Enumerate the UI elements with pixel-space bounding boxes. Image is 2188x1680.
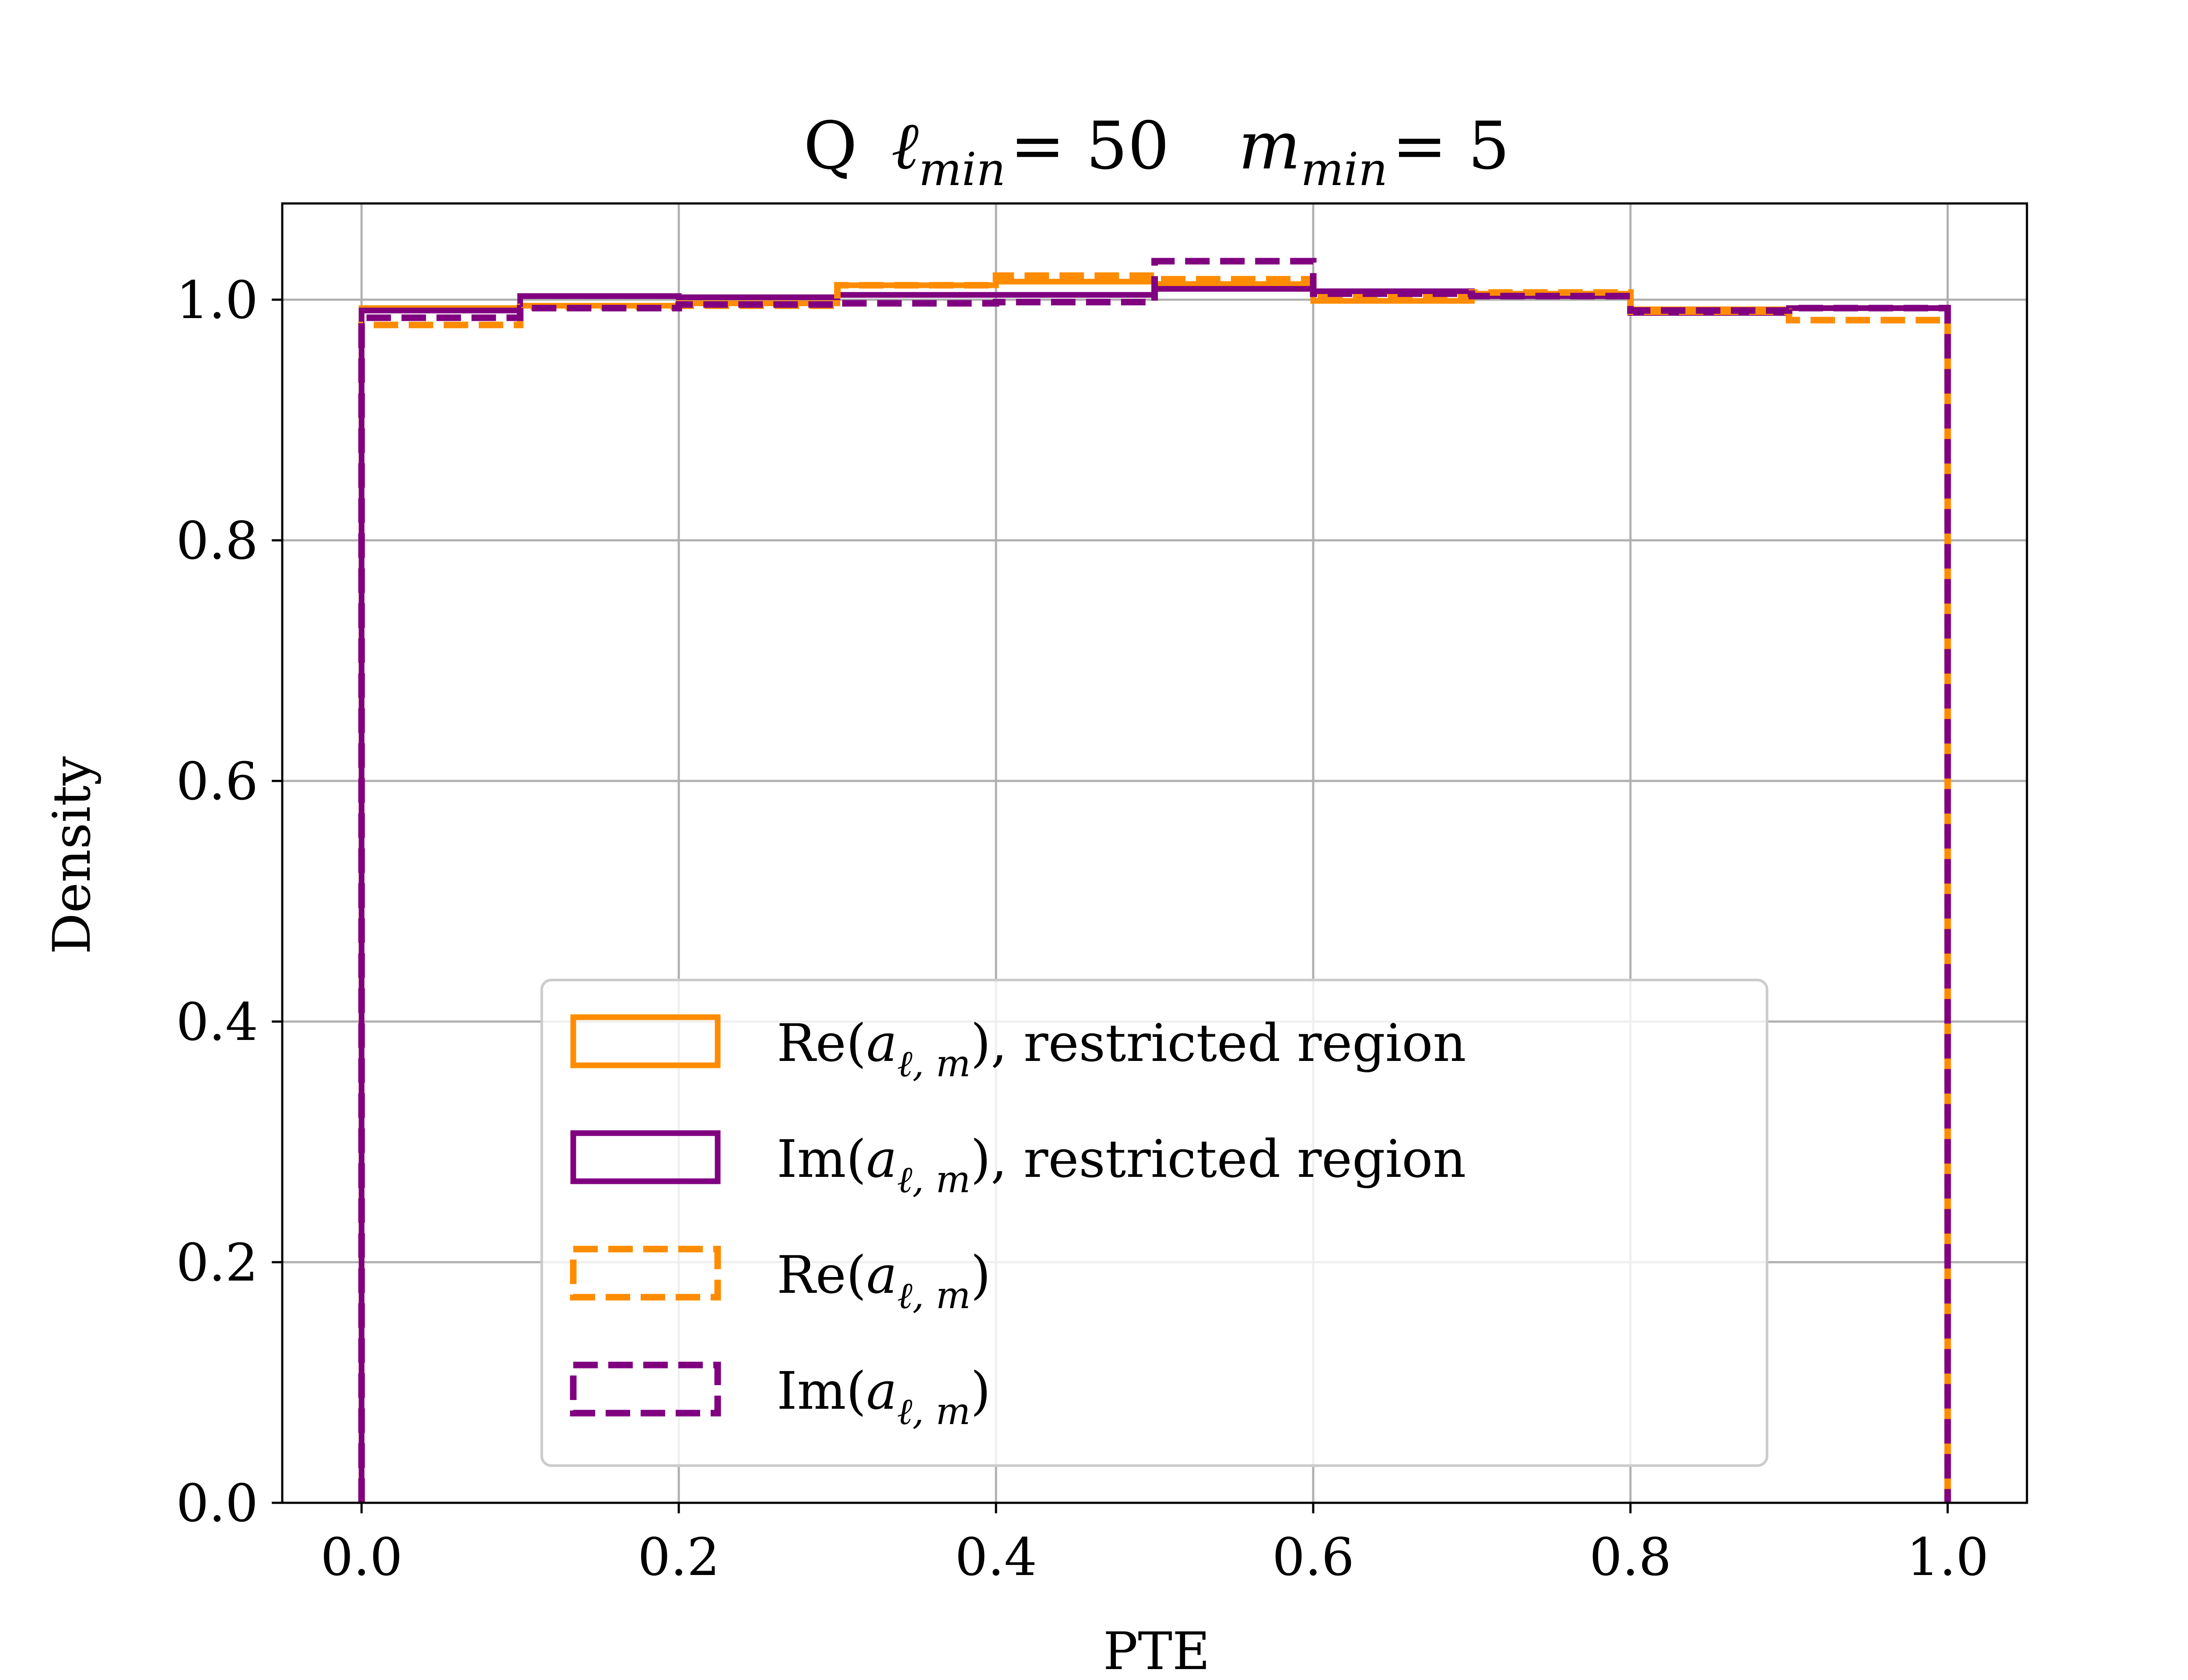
y-tick-label: 0.6 bbox=[176, 751, 258, 812]
legend-label-prefix: Im( bbox=[777, 1129, 866, 1189]
legend-math-symbol: a bbox=[866, 1013, 897, 1073]
legend-label-suffix: ) bbox=[971, 1245, 991, 1305]
legend-math-subscript: ℓ, m bbox=[897, 1158, 971, 1201]
legend-math-subscript: ℓ, m bbox=[897, 1042, 971, 1085]
x-tick-label: 0.0 bbox=[320, 1527, 403, 1587]
axis-ticks: 0.0 0.2 0.4 0.6 0.8 1.0 0.0 0.2 0.4 0.6 0.8 1.0 bbox=[176, 270, 1988, 1587]
series-step-4 bbox=[358, 258, 1951, 1503]
legend-swatch-3 bbox=[570, 1246, 721, 1301]
legend-swatch-1 bbox=[570, 1014, 721, 1068]
y-tick-label: 0.0 bbox=[176, 1473, 258, 1533]
legend-label-suffix: ), restricted region bbox=[971, 1129, 1466, 1189]
title-l-symbol: ℓ bbox=[891, 108, 919, 184]
y-tick-label: 0.2 bbox=[176, 1232, 258, 1293]
legend-label-2: Im(aℓ, m), restricted region bbox=[777, 1129, 1466, 1201]
legend-label-suffix: ) bbox=[971, 1361, 991, 1421]
series-layer bbox=[358, 258, 1951, 1503]
legend-math-subscript: ℓ, m bbox=[897, 1274, 971, 1317]
legend-label-3: Re(aℓ, m) bbox=[777, 1245, 991, 1317]
legend-label-prefix: Re( bbox=[777, 1013, 866, 1073]
legend-math-symbol: a bbox=[866, 1245, 897, 1305]
legend-math-subscript: ℓ, m bbox=[897, 1390, 971, 1433]
legend-swatch-2 bbox=[570, 1130, 721, 1184]
y-tick-label: 0.4 bbox=[176, 992, 258, 1052]
title-prefix: Q bbox=[803, 108, 857, 184]
legend-frame bbox=[540, 979, 1768, 1467]
legend-label-prefix: Re( bbox=[777, 1245, 866, 1305]
x-tick-label: 1.0 bbox=[1907, 1527, 1989, 1587]
legend-swatch-4 bbox=[570, 1362, 721, 1417]
x-tick-label: 0.4 bbox=[955, 1527, 1037, 1587]
legend-label-suffix: ), restricted region bbox=[971, 1013, 1466, 1073]
x-tick-label: 0.6 bbox=[1272, 1527, 1354, 1587]
title-m-value: = 5 bbox=[1392, 108, 1510, 184]
title-l-subscript: min bbox=[919, 143, 1006, 196]
x-axis-title: PTE bbox=[1103, 1621, 1210, 1680]
y-tick-label: 0.8 bbox=[176, 511, 258, 571]
y-tick-label: 1.0 bbox=[176, 270, 258, 330]
chart-title: Q ℓmin= 50 mmin= 5 bbox=[803, 108, 1510, 196]
title-l-value: = 50 bbox=[1010, 108, 1169, 184]
legend-label-prefix: Im( bbox=[777, 1361, 866, 1421]
legend-label-4: Im(aℓ, m) bbox=[777, 1361, 991, 1433]
title-m-subscript: min bbox=[1301, 143, 1388, 196]
legend-math-symbol: a bbox=[866, 1129, 897, 1189]
title-m-symbol: m bbox=[1238, 108, 1301, 184]
x-tick-label: 0.2 bbox=[638, 1527, 720, 1587]
x-tick-label: 0.8 bbox=[1589, 1527, 1672, 1587]
plot-frame bbox=[281, 202, 2028, 1504]
legend-math-symbol: a bbox=[866, 1361, 897, 1421]
y-axis-title: Density bbox=[42, 756, 102, 954]
legend-label-1: Re(aℓ, m), restricted region bbox=[777, 1013, 1466, 1085]
